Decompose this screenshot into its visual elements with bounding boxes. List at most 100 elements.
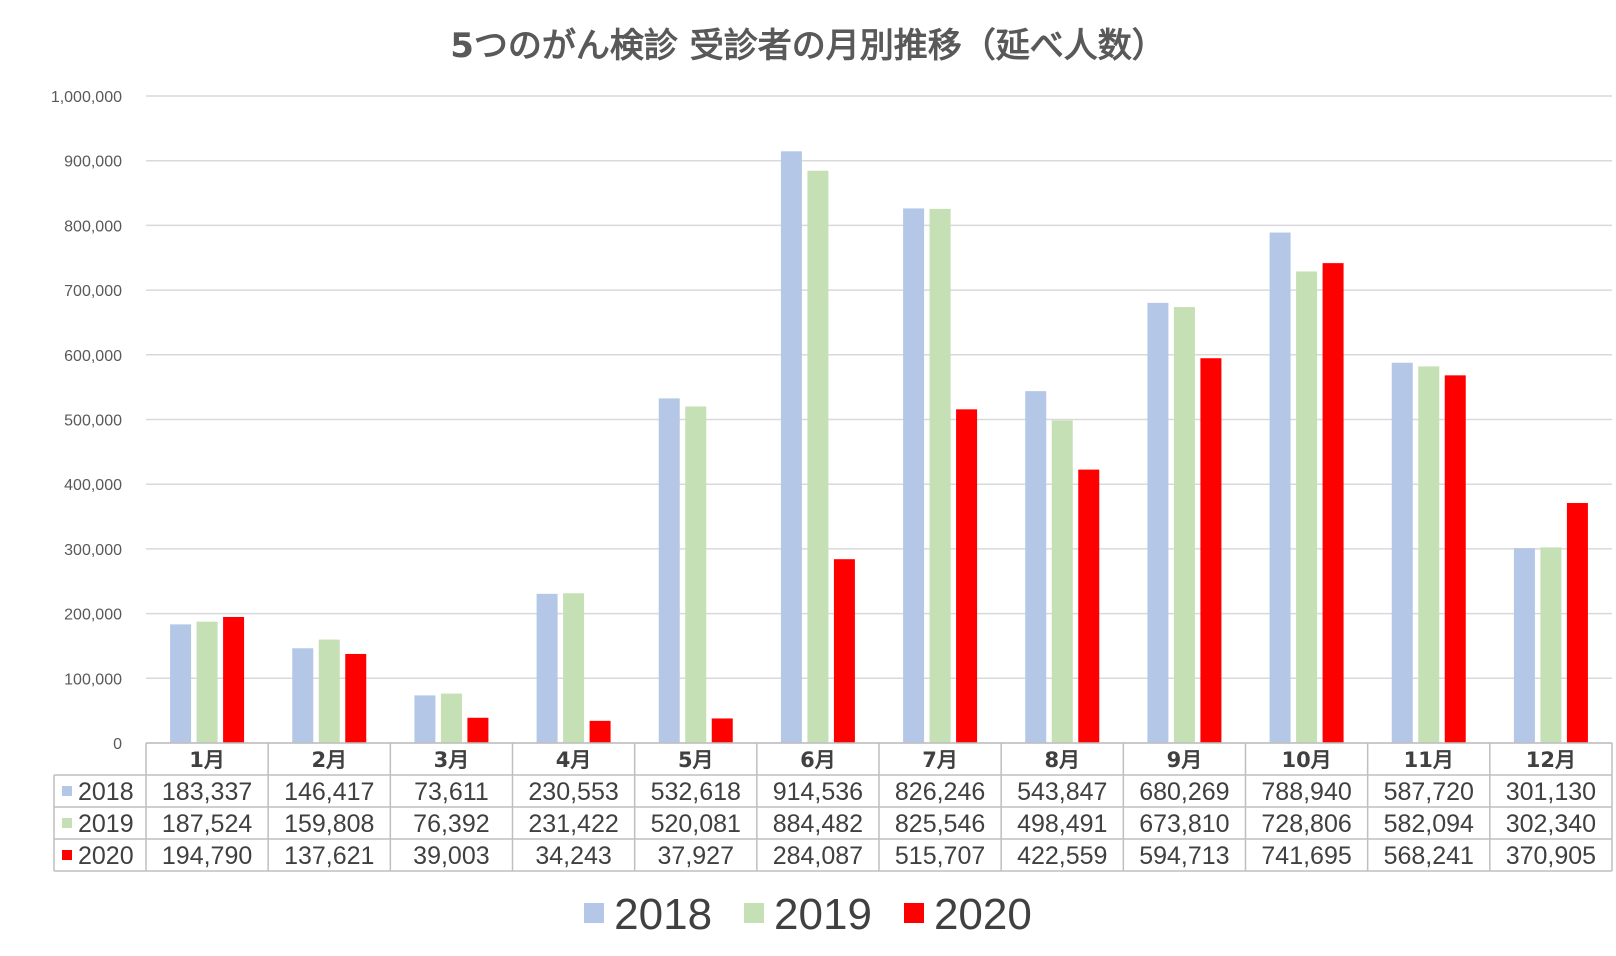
bar <box>685 406 707 743</box>
chart-title: 5つのがん検診 受診者の月別推移（延べ人数） <box>450 26 1166 66</box>
data-label: 520,081 <box>651 810 741 838</box>
data-label: 73,611 <box>414 778 489 806</box>
data-label: 34,243 <box>535 842 611 870</box>
data-label: 532,618 <box>651 778 741 806</box>
data-label: 159,808 <box>284 810 374 838</box>
x-tick-label: 3月 <box>434 748 470 772</box>
y-tick-label: 0 <box>113 736 122 753</box>
bar <box>1322 263 1344 743</box>
x-tick-label: 4月 <box>556 748 592 772</box>
bar <box>1391 362 1413 743</box>
data-label: 231,422 <box>528 810 618 838</box>
bar <box>589 720 611 743</box>
bar <box>1147 302 1169 743</box>
data-label: 680,269 <box>1139 778 1229 806</box>
bar <box>780 151 802 743</box>
x-tick-label: 6月 <box>800 748 836 772</box>
legend-label: 2020 <box>933 890 1032 939</box>
bar <box>658 398 680 743</box>
bar <box>807 170 829 744</box>
bar <box>1444 375 1466 743</box>
data-label: 884,482 <box>773 810 863 838</box>
data-label: 914,536 <box>773 778 863 806</box>
data-label: 498,491 <box>1017 810 1107 838</box>
x-tick-label: 11月 <box>1404 748 1454 772</box>
legend-item: 2020 <box>903 890 1032 940</box>
bar <box>414 695 436 743</box>
data-label: 582,094 <box>1384 810 1474 838</box>
bar <box>318 639 340 743</box>
bar <box>1540 547 1562 743</box>
data-label: 826,246 <box>895 778 985 806</box>
bar <box>903 208 925 744</box>
bar <box>1269 232 1291 743</box>
bar <box>1418 366 1440 743</box>
data-label: 302,340 <box>1506 810 1596 838</box>
table-series-name: 2018 <box>78 778 134 806</box>
bar <box>170 624 192 743</box>
x-tick-label: 9月 <box>1167 748 1203 772</box>
table-series-name: 2020 <box>78 842 134 870</box>
bar <box>1513 548 1535 743</box>
legend-swatch <box>584 903 605 923</box>
table-legend-key <box>62 850 72 860</box>
data-label: 587,720 <box>1384 778 1474 806</box>
y-tick-label: 500,000 <box>64 413 122 430</box>
data-label: 301,130 <box>1506 778 1596 806</box>
data-label: 515,707 <box>895 842 985 870</box>
bar <box>833 559 855 743</box>
legend-label: 2019 <box>774 890 872 939</box>
x-tick-label: 12月 <box>1526 748 1576 772</box>
bar <box>1200 358 1222 743</box>
y-tick-label: 1,000,000 <box>51 89 122 106</box>
legend-item: 2019 <box>744 890 872 940</box>
data-label: 284,087 <box>773 842 863 870</box>
y-tick-label: 600,000 <box>64 348 122 365</box>
x-tick-label: 8月 <box>1044 748 1080 772</box>
table-series-name: 2019 <box>78 810 134 838</box>
x-tick-label: 10月 <box>1281 748 1331 772</box>
legend-label: 2018 <box>614 890 713 939</box>
bar <box>1078 469 1100 743</box>
x-tick-label: 5月 <box>678 748 714 772</box>
bar <box>956 409 978 743</box>
x-tick-label: 2月 <box>311 748 347 772</box>
bar <box>563 593 585 743</box>
data-label: 543,847 <box>1017 778 1107 806</box>
data-label: 137,621 <box>284 842 374 870</box>
data-label: 230,553 <box>528 778 618 806</box>
legend: 2018 2019 2020 <box>0 890 1616 940</box>
data-label: 825,546 <box>895 810 985 838</box>
bar <box>1025 391 1047 743</box>
data-label: 728,806 <box>1261 810 1351 838</box>
bar <box>711 718 733 743</box>
data-label: 594,713 <box>1139 842 1229 870</box>
bar <box>196 621 218 743</box>
table-legend-key <box>62 786 72 796</box>
data-label: 76,392 <box>413 810 489 838</box>
bar <box>467 717 489 743</box>
x-tick-label: 7月 <box>922 748 958 772</box>
bar <box>223 616 245 743</box>
data-label: 187,524 <box>162 810 252 838</box>
bar <box>345 653 367 743</box>
y-tick-label: 100,000 <box>64 671 122 688</box>
bar <box>292 648 314 743</box>
legend-swatch <box>744 903 765 923</box>
y-tick-label: 700,000 <box>64 283 122 300</box>
data-label: 37,927 <box>658 842 734 870</box>
y-tick-label: 800,000 <box>64 218 122 235</box>
table-legend-key <box>62 818 72 828</box>
data-label: 673,810 <box>1139 810 1229 838</box>
data-label: 422,559 <box>1017 842 1107 870</box>
bar <box>440 693 462 743</box>
legend-item: 2018 <box>584 890 712 940</box>
data-label: 183,337 <box>162 778 252 806</box>
data-label: 568,241 <box>1384 842 1474 870</box>
bar <box>1296 271 1318 743</box>
x-tick-label: 1月 <box>189 748 225 772</box>
legend-swatch <box>903 903 924 923</box>
y-tick-label: 900,000 <box>64 154 122 171</box>
data-label: 146,417 <box>284 778 374 806</box>
